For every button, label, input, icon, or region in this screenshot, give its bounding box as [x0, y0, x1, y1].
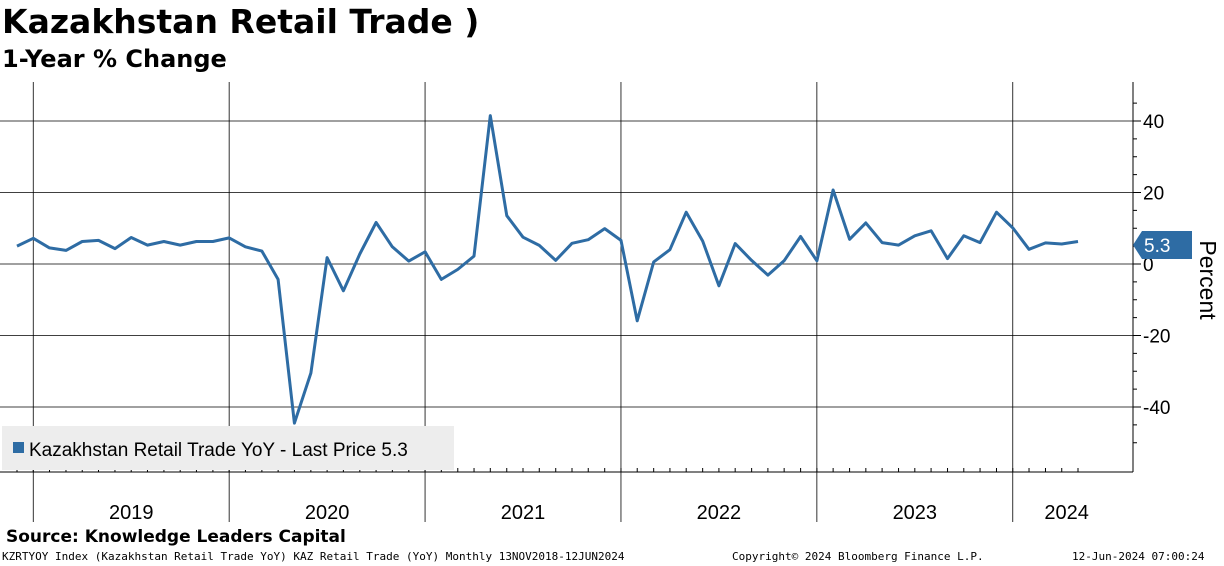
- legend: Kazakhstan Retail Trade YoY - Last Price…: [2, 426, 454, 470]
- last-price-tag: 5.3: [1133, 231, 1192, 260]
- timestamp: 12-Jun-2024 07:00:24: [1072, 550, 1205, 563]
- legend-label: Kazakhstan Retail Trade YoY - Last Price…: [29, 440, 408, 461]
- series-line: [16, 114, 1079, 425]
- x-year-label: 2019: [109, 502, 154, 524]
- y-tick-label: 40: [1143, 112, 1164, 133]
- x-year-label: 2024: [1044, 502, 1089, 524]
- legend-swatch: [13, 442, 24, 453]
- chart-title: Kazakhstan Retail Trade ): [2, 2, 480, 41]
- y-tick-label: -40: [1143, 398, 1170, 419]
- x-year-label: 2020: [305, 502, 350, 524]
- y-tick-label: -20: [1143, 327, 1170, 348]
- x-year-label: 2022: [697, 502, 742, 524]
- source-note: Source: Knowledge Leaders Capital: [6, 527, 346, 547]
- chart-subtitle: 1-Year % Change: [2, 45, 227, 73]
- gridlines: [0, 120, 1133, 408]
- last-price-value: 5.3: [1144, 236, 1170, 257]
- x-axis: 2019 2020 2021 2022 2023 2024: [0, 468, 1133, 524]
- last-price-badge: [1133, 231, 1192, 260]
- y-tick-label: 20: [1143, 184, 1164, 205]
- y-axis-label: Percent: [1195, 240, 1221, 320]
- x-year-label: 2021: [501, 502, 546, 524]
- series-layer: [16, 114, 1079, 425]
- copyright: Copyright© 2024 Bloomberg Finance L.P.: [732, 550, 984, 563]
- y-axis: 40 20 0 -20 -40 Percent: [1132, 82, 1221, 472]
- y-tick-label: 0: [1143, 255, 1154, 276]
- legend-box: [2, 426, 454, 470]
- x-year-label: 2023: [893, 502, 938, 524]
- ticker-info: KZRTYOY Index (Kazakhstan Retail Trade Y…: [2, 550, 625, 563]
